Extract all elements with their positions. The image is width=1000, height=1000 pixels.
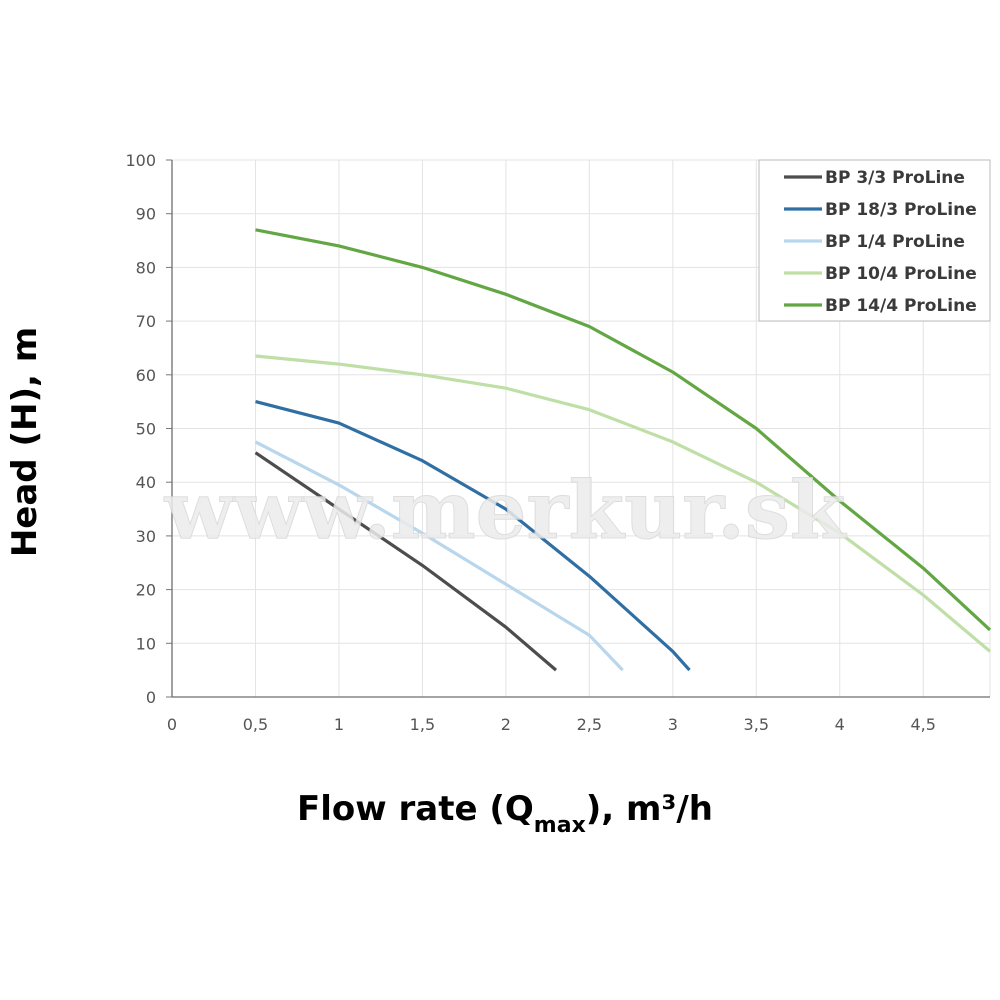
x-tick-label: 1 xyxy=(334,715,344,734)
y-tick-label: 0 xyxy=(146,688,156,707)
y-tick-label: 80 xyxy=(136,258,156,277)
legend-label: BP 14/4 ProLine xyxy=(825,296,977,316)
y-tick-label: 60 xyxy=(136,366,156,385)
y-tick-label: 20 xyxy=(136,581,156,600)
watermark-layer: www.merkur.sk xyxy=(163,463,847,558)
watermark-text: www.merkur.sk xyxy=(164,463,847,557)
x-axis-title-main: Flow rate (Q xyxy=(297,789,534,829)
grid xyxy=(172,159,991,697)
y-tick-label: 40 xyxy=(136,473,156,492)
x-tick-label: 4,5 xyxy=(910,715,935,734)
legend-label: BP 3/3 ProLine xyxy=(825,168,965,188)
x-tick-label: 0 xyxy=(167,715,177,734)
y-tick-label: 100 xyxy=(125,151,156,170)
x-tick-label: 2 xyxy=(501,715,511,734)
x-axis-title-subscript: max xyxy=(534,813,586,838)
legend-label: BP 1/4 ProLine xyxy=(825,232,965,252)
series-line-2 xyxy=(254,440,624,672)
y-tick-label: 10 xyxy=(136,634,156,653)
y-tick-label: 30 xyxy=(136,527,156,546)
x-tick-label: 3 xyxy=(668,715,678,734)
legend: BP 3/3 ProLine BP 18/3 ProLine BP 1/4 ProL… xyxy=(758,159,991,322)
y-axis-title: Head (H), m xyxy=(5,327,45,557)
series-line-4 xyxy=(255,228,992,632)
legend-label: BP 10/4 ProLine xyxy=(825,264,977,284)
legend-label: BP 18/3 ProLine xyxy=(825,200,977,220)
x-tick-label: 1,5 xyxy=(410,715,435,734)
x-tick-label: 0,5 xyxy=(243,715,268,734)
x-axis-title: Flow rate (Qmax), m³/h xyxy=(297,789,713,838)
x-tick-label: 4 xyxy=(835,715,845,734)
series-line-0 xyxy=(254,451,558,672)
series-line-3 xyxy=(255,354,992,653)
x-tick-label: 3,5 xyxy=(744,715,769,734)
series-line-1 xyxy=(255,400,691,672)
x-tick-label: 2,5 xyxy=(577,715,602,734)
series-lines xyxy=(254,228,992,672)
x-axis-title-unit: ), m³/h xyxy=(586,789,713,829)
y-tick-label: 90 xyxy=(136,205,156,224)
axes: 0 0,5 1 1,5 2 2,5 3 3,5 4 4,5 0 10 20 30 40 50 60 70 80 90 1… xyxy=(125,151,990,734)
y-tick-label: 50 xyxy=(136,420,156,439)
y-tick-label: 70 xyxy=(136,312,156,331)
